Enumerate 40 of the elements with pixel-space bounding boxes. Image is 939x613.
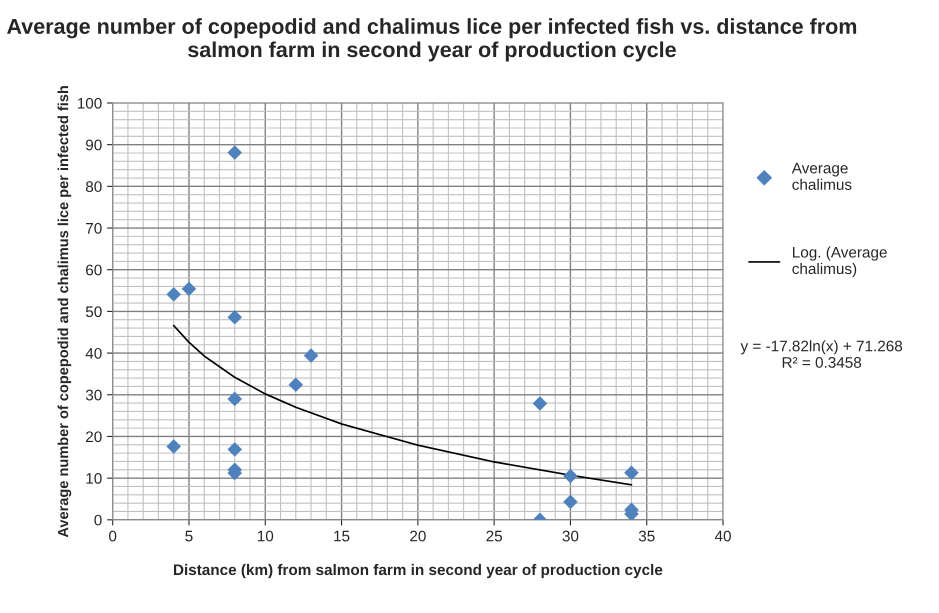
y-tick-label: 100 [78,98,102,109]
text: y = -17.82ln(x) + 71.268 R² = 0.3458 [740,340,902,368]
y-tick-label: 40 [86,348,102,359]
point [227,310,242,325]
y-tick-label: 60 [86,264,102,276]
y-tick-label: 0 [94,514,102,526]
point [227,392,242,406]
y-tick-label: 10 [86,473,102,484]
x-tick-label: 25 [486,530,502,542]
y-tick-label: 70 [86,222,102,234]
x-tick-label: 20 [410,530,426,542]
point [563,494,578,510]
y-tick-label: 90 [86,140,102,150]
x-tick-label: 0 [109,530,116,542]
point [182,282,196,296]
point [166,287,181,302]
point [563,468,578,484]
point [288,377,304,392]
x-tick-label: 35 [638,530,655,542]
legend-label: Log. (Average chalimus) [792,246,887,278]
point [227,145,242,160]
y-tick-label: 30 [86,390,102,400]
x-tick-label: 10 [258,530,274,542]
point [304,348,318,363]
y-tick-label: 50 [86,306,102,318]
line-series [172,324,632,486]
chart-title: Average number of copepodid and chalimus lice per infected fish vs. distance from salmon farm in second year of production cycle [7,18,856,62]
legend-label: Average chalimus [792,162,852,190]
x-tick-label: 15 [334,530,350,542]
point [227,442,242,457]
point [166,439,181,454]
y-axis-title: Average number of copepodid and chalimus lice per infected fish [58,86,72,538]
y-tick-label: 80 [86,181,102,192]
x-tick-label: 40 [714,530,731,542]
x-axis-title: Distance (km) from salmon farm in second year of production cycle [174,564,662,578]
point [532,396,548,411]
x-tick-label: 30 [562,530,578,542]
x-tick-label: 5 [185,530,193,542]
point [624,465,639,480]
y-tick-label: 20 [86,431,102,442]
